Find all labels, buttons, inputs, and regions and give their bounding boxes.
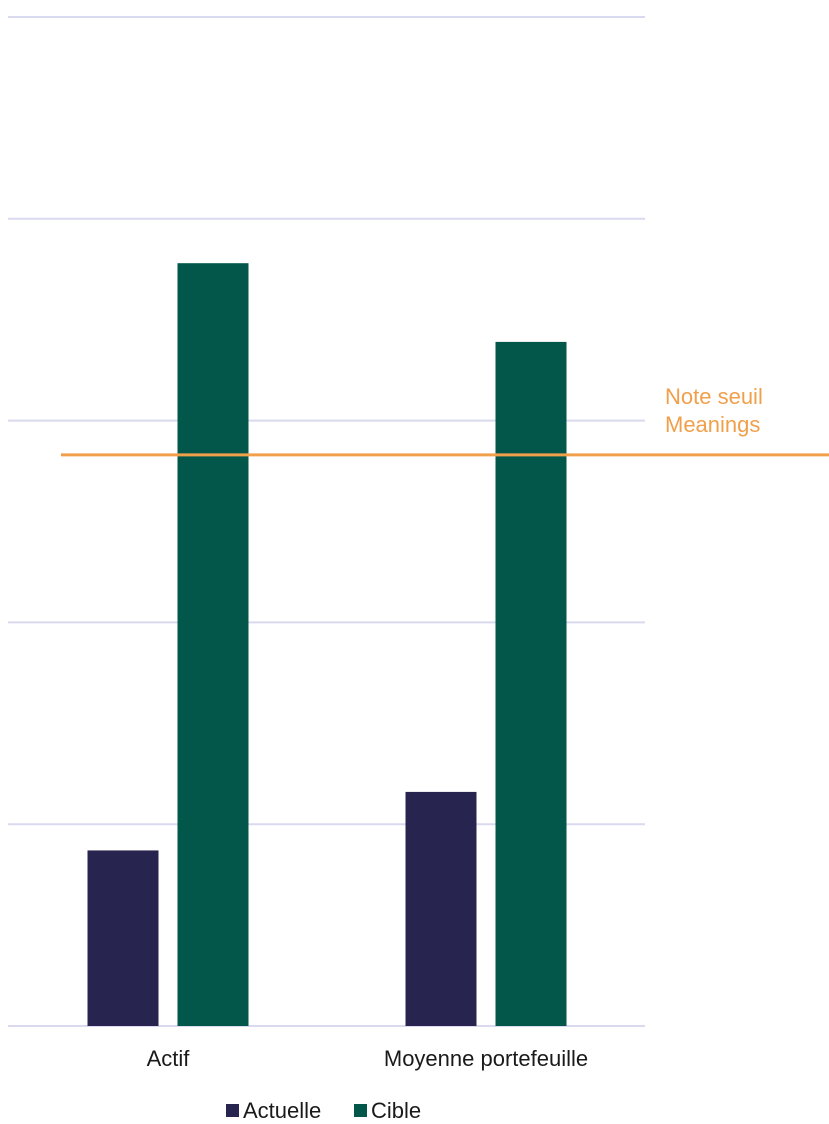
bar-cible-2 (495, 341, 567, 1026)
bar-actuelle-2 (405, 791, 477, 1026)
reference-layer: Note seuil Meanings (61, 384, 829, 457)
legend-swatch (226, 1104, 239, 1117)
legend: Actuelle Cible (226, 1098, 421, 1123)
legend-swatch (354, 1104, 367, 1117)
bars-layer (87, 263, 567, 1026)
x-tick-label: Actif (147, 1046, 191, 1071)
legend-label: Cible (371, 1098, 421, 1123)
reference-line-label: Note seuil (665, 384, 763, 409)
bar-cible-1 (177, 263, 249, 1026)
x-tick-label: Moyenne portefeuille (384, 1046, 588, 1071)
x-axis-labels: Actif Moyenne portefeuille (147, 1046, 589, 1071)
bar-actuelle-1 (87, 850, 159, 1026)
reference-line-label: Meanings (665, 412, 760, 437)
legend-label: Actuelle (243, 1098, 321, 1123)
